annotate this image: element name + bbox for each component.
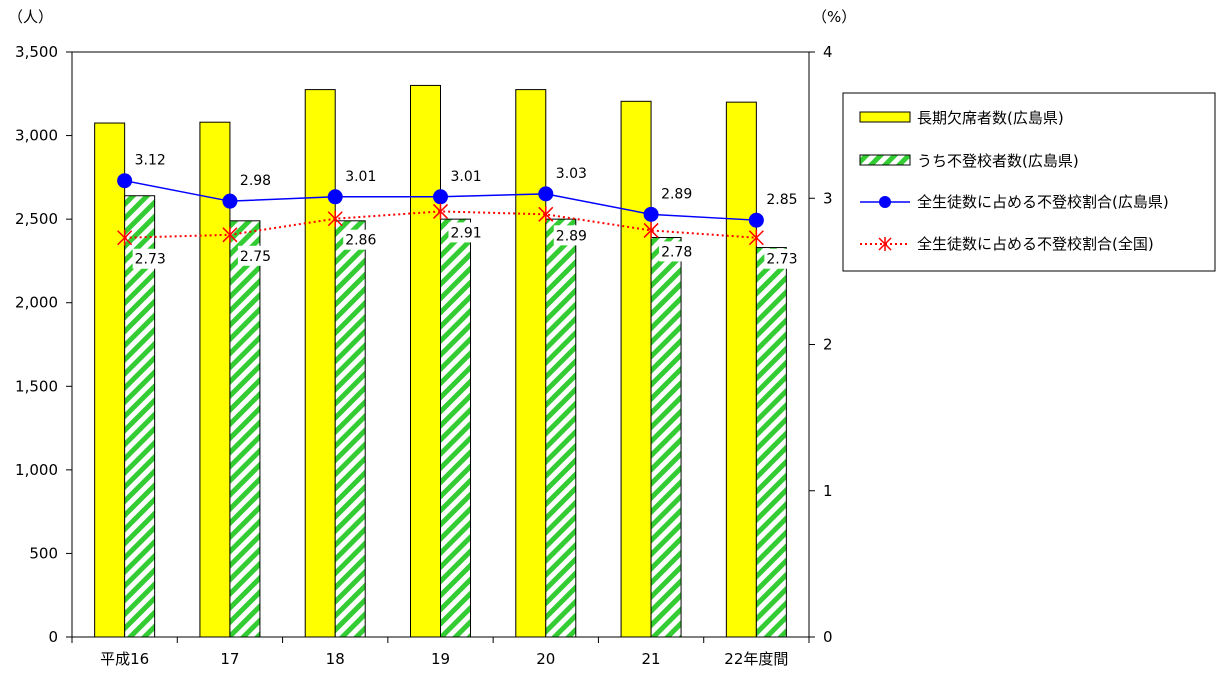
- data-label-bg: [553, 162, 592, 183]
- data-label-bg: [553, 225, 592, 246]
- data-label-bg: [343, 229, 382, 250]
- right-tick-label: 1: [823, 482, 833, 500]
- x-tick-label: 21: [642, 650, 661, 668]
- bar-absent: [620, 100, 652, 638]
- data-label-hiroshima: 3.03: [556, 166, 587, 182]
- left-tick-label: 2,500: [15, 210, 58, 228]
- legend: 長期欠席者数(広島県) うち不登校者数(広島県) 全生徒数に占める不登校割合(広…: [842, 92, 1216, 272]
- right-axis-unit: （%）: [812, 8, 856, 26]
- data-label-national: 2.89: [556, 228, 587, 244]
- left-tick-label: 1,500: [15, 377, 58, 395]
- bar-truant: [755, 247, 787, 638]
- x-tick-label: 22年度間: [724, 650, 788, 668]
- bar-absent: [304, 89, 336, 638]
- bar-truant: [650, 237, 682, 638]
- bar-truant: [229, 220, 261, 638]
- data-label-bg: [448, 222, 487, 243]
- x-tick-label: 平成16: [100, 650, 149, 668]
- left-tick-label: 3,000: [15, 127, 58, 145]
- data-label-hiroshima: 2.89: [661, 186, 692, 202]
- x-axis-ticks: 平成16 17 18 19 20 21 22年度間: [71, 637, 810, 668]
- data-label-national: 2.91: [451, 225, 482, 241]
- marker-hiroshima: [538, 186, 554, 202]
- data-label-national: 2.73: [135, 252, 166, 268]
- legend-label-truant: うち不登校者数(広島県): [917, 152, 1079, 170]
- right-tick-label: 4: [823, 43, 833, 61]
- data-labels: 3.12 2.98 3.01 3.01 3.03 2.89 2.85 2.73 2.75 2.86…: [132, 149, 803, 269]
- bar-truant: [124, 195, 156, 638]
- data-label-hiroshima: 2.85: [766, 192, 797, 208]
- data-label-bg: [659, 241, 698, 262]
- x-tick-label: 19: [431, 650, 450, 668]
- marker-hiroshima: [643, 206, 659, 222]
- marker-national: [222, 226, 238, 243]
- legend-box: [842, 92, 1216, 272]
- legend-marker-national: [878, 237, 892, 251]
- data-label-national: 2.78: [661, 244, 692, 260]
- marker-hiroshima: [222, 193, 238, 209]
- marker-hiroshima: [748, 212, 764, 228]
- marker-national: [432, 203, 449, 220]
- bar-truant: [334, 220, 366, 638]
- lines: [117, 173, 764, 246]
- data-label-bg: [237, 170, 276, 191]
- left-axis-ticks: 0 500 1,000 1,500 2,000 2,500 3,000 3,500: [15, 43, 72, 646]
- bar-absent: [515, 89, 547, 638]
- left-axis-unit: （人）: [8, 8, 53, 26]
- bar-truant: [440, 218, 471, 638]
- left-tick-label: 3,500: [15, 43, 58, 61]
- legend-label-hiroshima: 全生徒数に占める不登校割合(広島県): [917, 193, 1169, 211]
- marker-national: [643, 222, 659, 239]
- data-label-bg: [132, 248, 171, 269]
- bar-absent: [94, 122, 126, 638]
- right-tick-label: 2: [823, 336, 833, 354]
- bar-truant: [545, 218, 577, 638]
- data-label-bg: [659, 183, 698, 204]
- bars: [94, 84, 787, 638]
- marker-hiroshima: [433, 189, 448, 205]
- data-label-national: 2.73: [766, 252, 797, 268]
- x-tick-label: 18: [326, 650, 345, 668]
- data-label-bg: [764, 248, 803, 269]
- data-label-hiroshima: 3.12: [135, 153, 166, 169]
- data-label-bg: [343, 165, 382, 186]
- legend-swatch-absent: [859, 111, 911, 123]
- right-axis-ticks: 0 1 2 3 4: [809, 43, 833, 646]
- marker-national: [538, 206, 554, 223]
- bar-absent: [410, 84, 441, 638]
- marker-hiroshima: [327, 189, 343, 205]
- left-tick-label: 1,000: [15, 461, 58, 479]
- data-label-bg: [237, 245, 276, 266]
- x-tick-label: 17: [220, 650, 239, 668]
- data-label-hiroshima: 3.01: [345, 169, 376, 185]
- bar-absent: [725, 101, 757, 638]
- right-tick-label: 3: [823, 189, 833, 207]
- legend-label-absent: 長期欠席者数(広島県): [917, 109, 1064, 127]
- data-label-bg: [764, 189, 803, 210]
- data-label-national: 2.75: [240, 249, 271, 265]
- marker-national: [327, 210, 343, 227]
- right-tick-label: 0: [823, 628, 833, 646]
- legend-swatch-truant: [859, 154, 911, 166]
- marker-hiroshima: [117, 173, 133, 189]
- data-label-bg: [132, 149, 171, 170]
- legend-marker-hiroshima: [879, 196, 891, 208]
- data-label-national: 2.86: [345, 233, 376, 249]
- bar-absent: [199, 121, 231, 638]
- data-label-hiroshima: 2.98: [240, 173, 271, 189]
- left-tick-label: 2,000: [15, 294, 58, 312]
- legend-label-national: 全生徒数に占める不登校割合(全国): [917, 235, 1154, 253]
- left-tick-label: 0: [48, 628, 58, 646]
- left-tick-label: 500: [29, 544, 58, 562]
- data-label-bg: [448, 165, 487, 186]
- x-tick-label: 20: [536, 650, 555, 668]
- data-label-hiroshima: 3.01: [451, 169, 482, 185]
- marker-national: [117, 229, 133, 246]
- marker-national: [748, 229, 764, 246]
